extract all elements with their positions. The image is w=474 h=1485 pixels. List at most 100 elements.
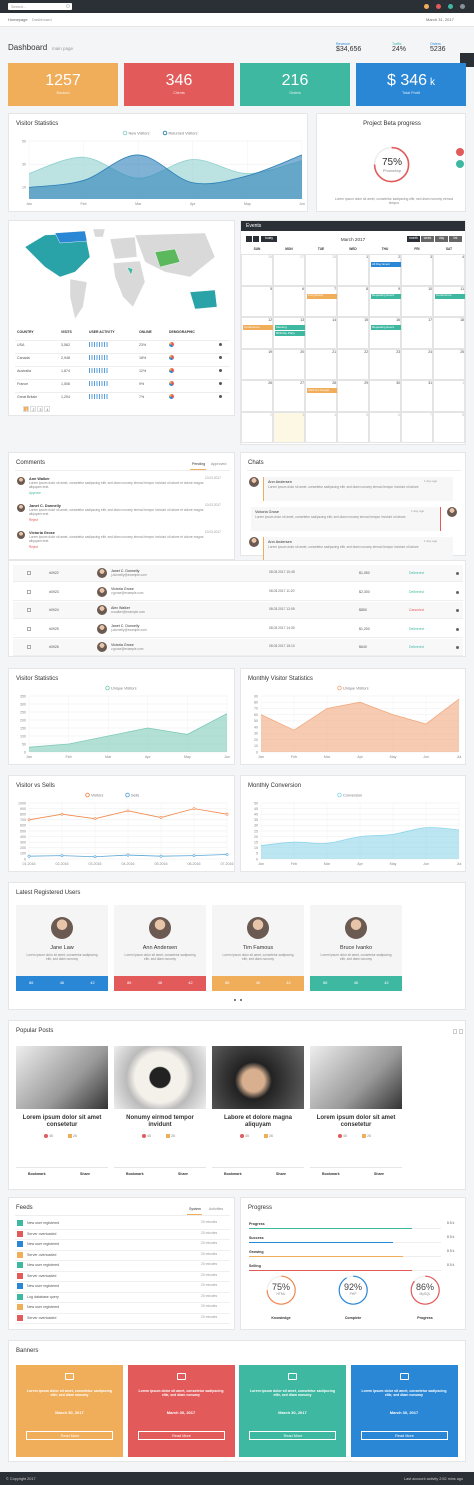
post-action: Share (178, 1172, 188, 1176)
order-date: 08.03.2017 14:30 (269, 625, 295, 630)
calendar: Events today March 2017 month week day list SUN… (240, 220, 466, 445)
x-tick-label: Apr (357, 862, 363, 866)
popular-posts: Popular Posts Lorem ipsum dolor sit amet … (8, 1020, 466, 1190)
legend-swatch (162, 130, 168, 136)
day-cell: 28 (305, 254, 337, 286)
feed-text: Log database query (27, 1294, 59, 1299)
point (93, 817, 97, 821)
search-icon (66, 4, 70, 8)
banner-date: March 30, 2017 (278, 1410, 307, 1415)
y-tick-label: 800 (20, 813, 26, 817)
carousel-arrow (453, 1029, 457, 1034)
panel-title: Feeds (16, 1205, 33, 1211)
avatar (97, 586, 107, 597)
donut-name: MySQL (419, 1292, 431, 1296)
post-action: Bookmark (322, 1172, 340, 1176)
day-number: 5 (270, 286, 272, 291)
order-status: Canceled (409, 608, 424, 612)
tile-value: $ 346 k (386, 72, 436, 89)
order-status: Delivered (409, 571, 424, 575)
graphic (24, 228, 218, 320)
day-number: 29 (364, 381, 368, 385)
banner-date: March 30, 2017 (55, 1410, 84, 1415)
order-id: #0924 (49, 608, 59, 612)
visitor-statistics: Visitor Statistics New Visitors Returned V… (8, 113, 308, 212)
avatar (51, 917, 73, 939)
point (192, 807, 196, 811)
day-cell: 15 (337, 317, 369, 349)
progress: Progress Progress 8.5 k Success 8.5 k Growing… (240, 1197, 466, 1330)
banners: Banners Lorem ipsum dolor sit amet, conse… (8, 1340, 466, 1462)
row-divider (15, 340, 230, 341)
banner-button[interactable]: Read More (360, 1431, 448, 1440)
y-tick-label: 350 (20, 694, 26, 698)
day-cell: 17 (401, 317, 433, 349)
banner-text: Lorem ipsum dolor sit amet, consetetur s… (138, 1389, 224, 1398)
button-label: Read More (172, 1434, 191, 1438)
banner-button[interactable]: Read More (26, 1431, 113, 1440)
x-tick-label: 05.2016 (155, 862, 168, 866)
breadcrumb-bar: Homepage Dashboard March 31, 2017 (0, 13, 474, 27)
day-number: 19 (268, 349, 272, 354)
area (29, 154, 302, 199)
chat-name: Ann Andersen (268, 540, 292, 544)
row-divider (15, 1260, 230, 1261)
day-number: 28 (332, 381, 336, 385)
table-header: VISITS (61, 330, 72, 334)
donut-arc (410, 1275, 440, 1305)
day-cell: 2 (241, 411, 273, 443)
row-action (219, 382, 222, 385)
area (261, 699, 459, 752)
day-number: 2 (398, 255, 400, 259)
like-icon (338, 1134, 342, 1138)
feed-time: 20 minutes (201, 1241, 218, 1245)
banner-button[interactable]: Read More (137, 1431, 225, 1440)
view-button: day (435, 236, 448, 242)
map-region (154, 248, 181, 268)
chat-bubble: Victoria Grose 1 day ago Lorem ipsum dolor… (251, 507, 441, 531)
comment-icon (68, 1134, 72, 1138)
post-action: Bookmark (126, 1172, 144, 1176)
y-tick-label: 1000 (18, 801, 26, 805)
day-cell: 12 Conference (241, 317, 273, 349)
point (27, 818, 31, 822)
order-id: #0925 (49, 626, 59, 631)
day-number: 28 (332, 255, 336, 259)
comment-action: Reject (29, 545, 39, 549)
y-tick-label: 100 (20, 852, 26, 856)
day-cell: 22 (337, 348, 369, 380)
event: Conference (435, 293, 465, 299)
comment-action: Reject (29, 518, 39, 522)
demographic-pie (169, 342, 174, 347)
day-cell: 5 (337, 411, 369, 443)
post-comments: 26 (367, 1134, 371, 1138)
user-stat: 42 (188, 981, 193, 985)
carousel-arrow (459, 1029, 463, 1034)
comment-text: Lorem ipsum dolor sit amet, consetetur s… (29, 481, 204, 489)
row-action (219, 356, 222, 359)
order-name: Janet C. Donnelly (111, 568, 140, 573)
country-visits: 3,562 (61, 343, 70, 347)
banner-button[interactable]: Read More (249, 1431, 336, 1440)
project-text: Lorem ipsum dolor sit amet, consetetur s… (334, 197, 454, 205)
day-cell: 26 (241, 380, 273, 412)
panel-title: Popular Posts (16, 1028, 54, 1034)
table-header: USER ACTIVITY (89, 330, 115, 334)
day-cell: 1 (337, 254, 369, 286)
user-text: Lorem ipsum dolor sit amet, consetetur s… (124, 953, 196, 961)
order-status: Delivered (409, 589, 424, 594)
day-number: 6 (302, 286, 304, 291)
y-tick-label: 80 (254, 701, 258, 705)
row-divider (15, 366, 230, 367)
event-title: All Day Event (372, 261, 391, 266)
country-name: France (17, 382, 29, 386)
day-number: 2 (270, 412, 272, 417)
x-tick-label: Jan (26, 202, 32, 206)
area (261, 827, 459, 859)
view-button: list (449, 236, 462, 242)
day-cell: 7 Long Event (305, 285, 337, 317)
line (28, 154, 303, 188)
chat-time: 1 day ago (424, 479, 438, 483)
page-button: 4 (44, 406, 50, 412)
map-region (69, 278, 88, 320)
